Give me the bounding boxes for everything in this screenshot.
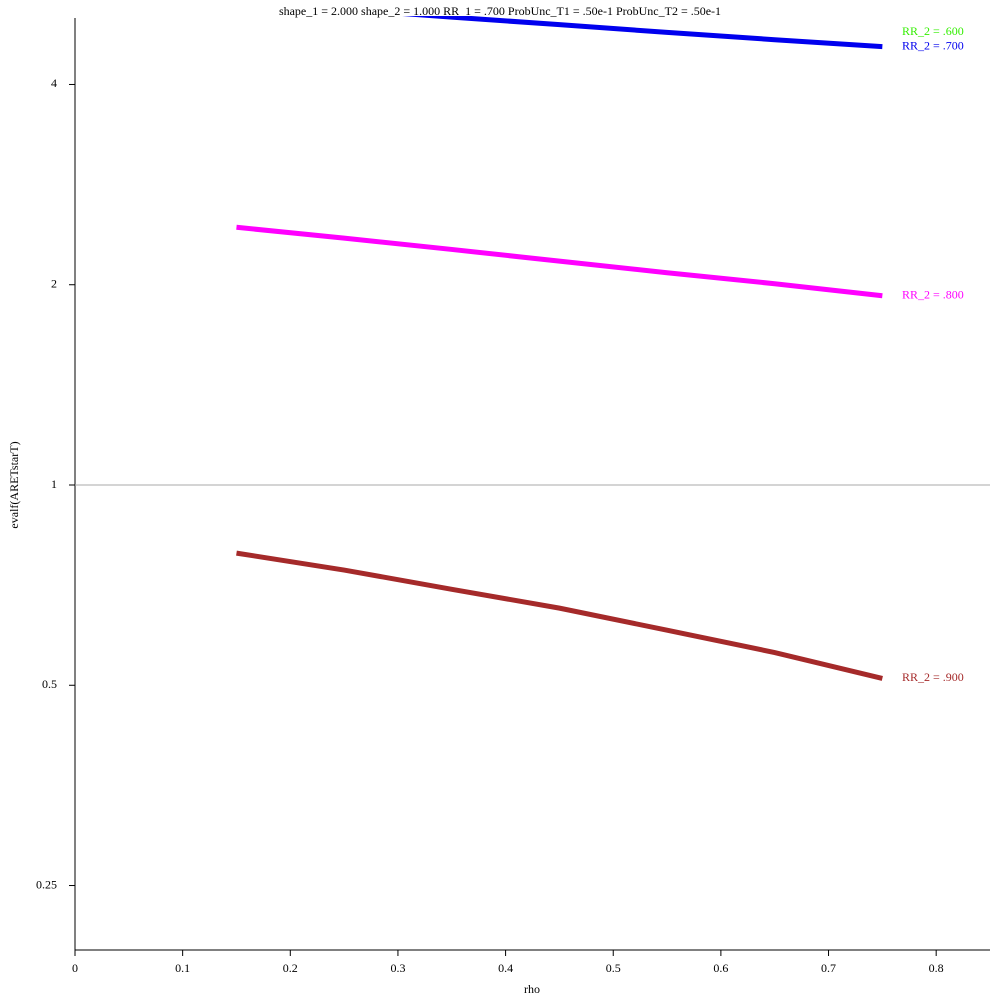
x-tick-label: 0.4 (498, 961, 513, 975)
y-axis-label: evalf(ARETstarT) (7, 441, 21, 528)
series-line (236, 550, 883, 681)
chart-title: shape_1 = 2.000 shape_2 = 1.000 RR_1 = .… (279, 4, 721, 18)
y-tick-label: 1 (51, 477, 57, 491)
x-axis-label: rho (524, 982, 540, 996)
x-tick-label: 0.7 (821, 961, 836, 975)
legend-label: RR_2 = .600 (902, 24, 964, 38)
y-tick-label: 0.25 (36, 877, 57, 891)
legend-label: RR_2 = .700 (902, 38, 964, 52)
x-tick-label: 0.5 (606, 961, 621, 975)
x-tick-label: 0.3 (390, 961, 405, 975)
y-tick-label: 2 (51, 276, 57, 290)
y-tick-label: 0.5 (42, 677, 57, 691)
x-tick-label: 0.8 (929, 961, 944, 975)
y-tick-label: 4 (51, 76, 57, 90)
x-tick-label: 0.6 (713, 961, 728, 975)
x-tick-label: 0.1 (175, 961, 190, 975)
legend-label: RR_2 = .800 (902, 288, 964, 302)
x-tick-label: 0 (72, 961, 78, 975)
legend-label: RR_2 = .900 (902, 670, 964, 684)
series-line (402, 16, 883, 50)
series-line (236, 224, 883, 299)
x-tick-label: 0.2 (283, 961, 298, 975)
plot-area (236, 16, 883, 681)
